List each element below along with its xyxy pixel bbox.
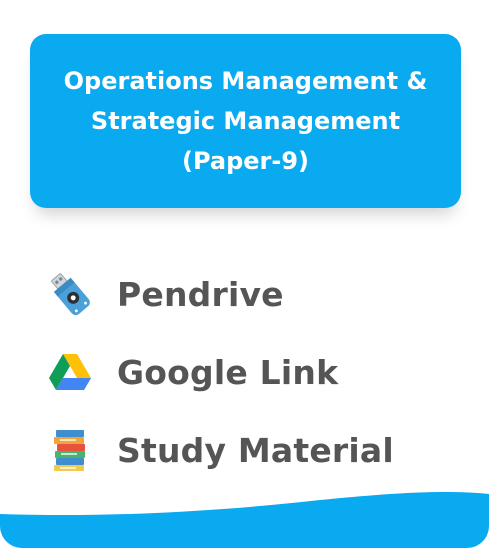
list-item-study-material: Study Material xyxy=(45,411,469,489)
study-material-label: Study Material xyxy=(117,430,394,470)
books-icon xyxy=(45,425,95,475)
pendrive-label: Pendrive xyxy=(117,274,284,314)
delivery-options-list: Pendrive Google Link xyxy=(45,255,469,489)
title-line-3: (Paper-9) xyxy=(181,147,310,175)
pendrive-icon xyxy=(45,269,95,319)
google-link-label: Google Link xyxy=(117,352,339,392)
title-line-2: Strategic Management xyxy=(90,107,401,135)
list-item-google-link: Google Link xyxy=(45,333,469,411)
bottom-wave xyxy=(0,492,489,548)
list-item-pendrive: Pendrive xyxy=(45,255,469,333)
course-title-banner: Operations Management & Strategic Manage… xyxy=(30,34,461,208)
google-drive-icon xyxy=(45,347,95,397)
title-line-1: Operations Management & xyxy=(63,67,428,95)
